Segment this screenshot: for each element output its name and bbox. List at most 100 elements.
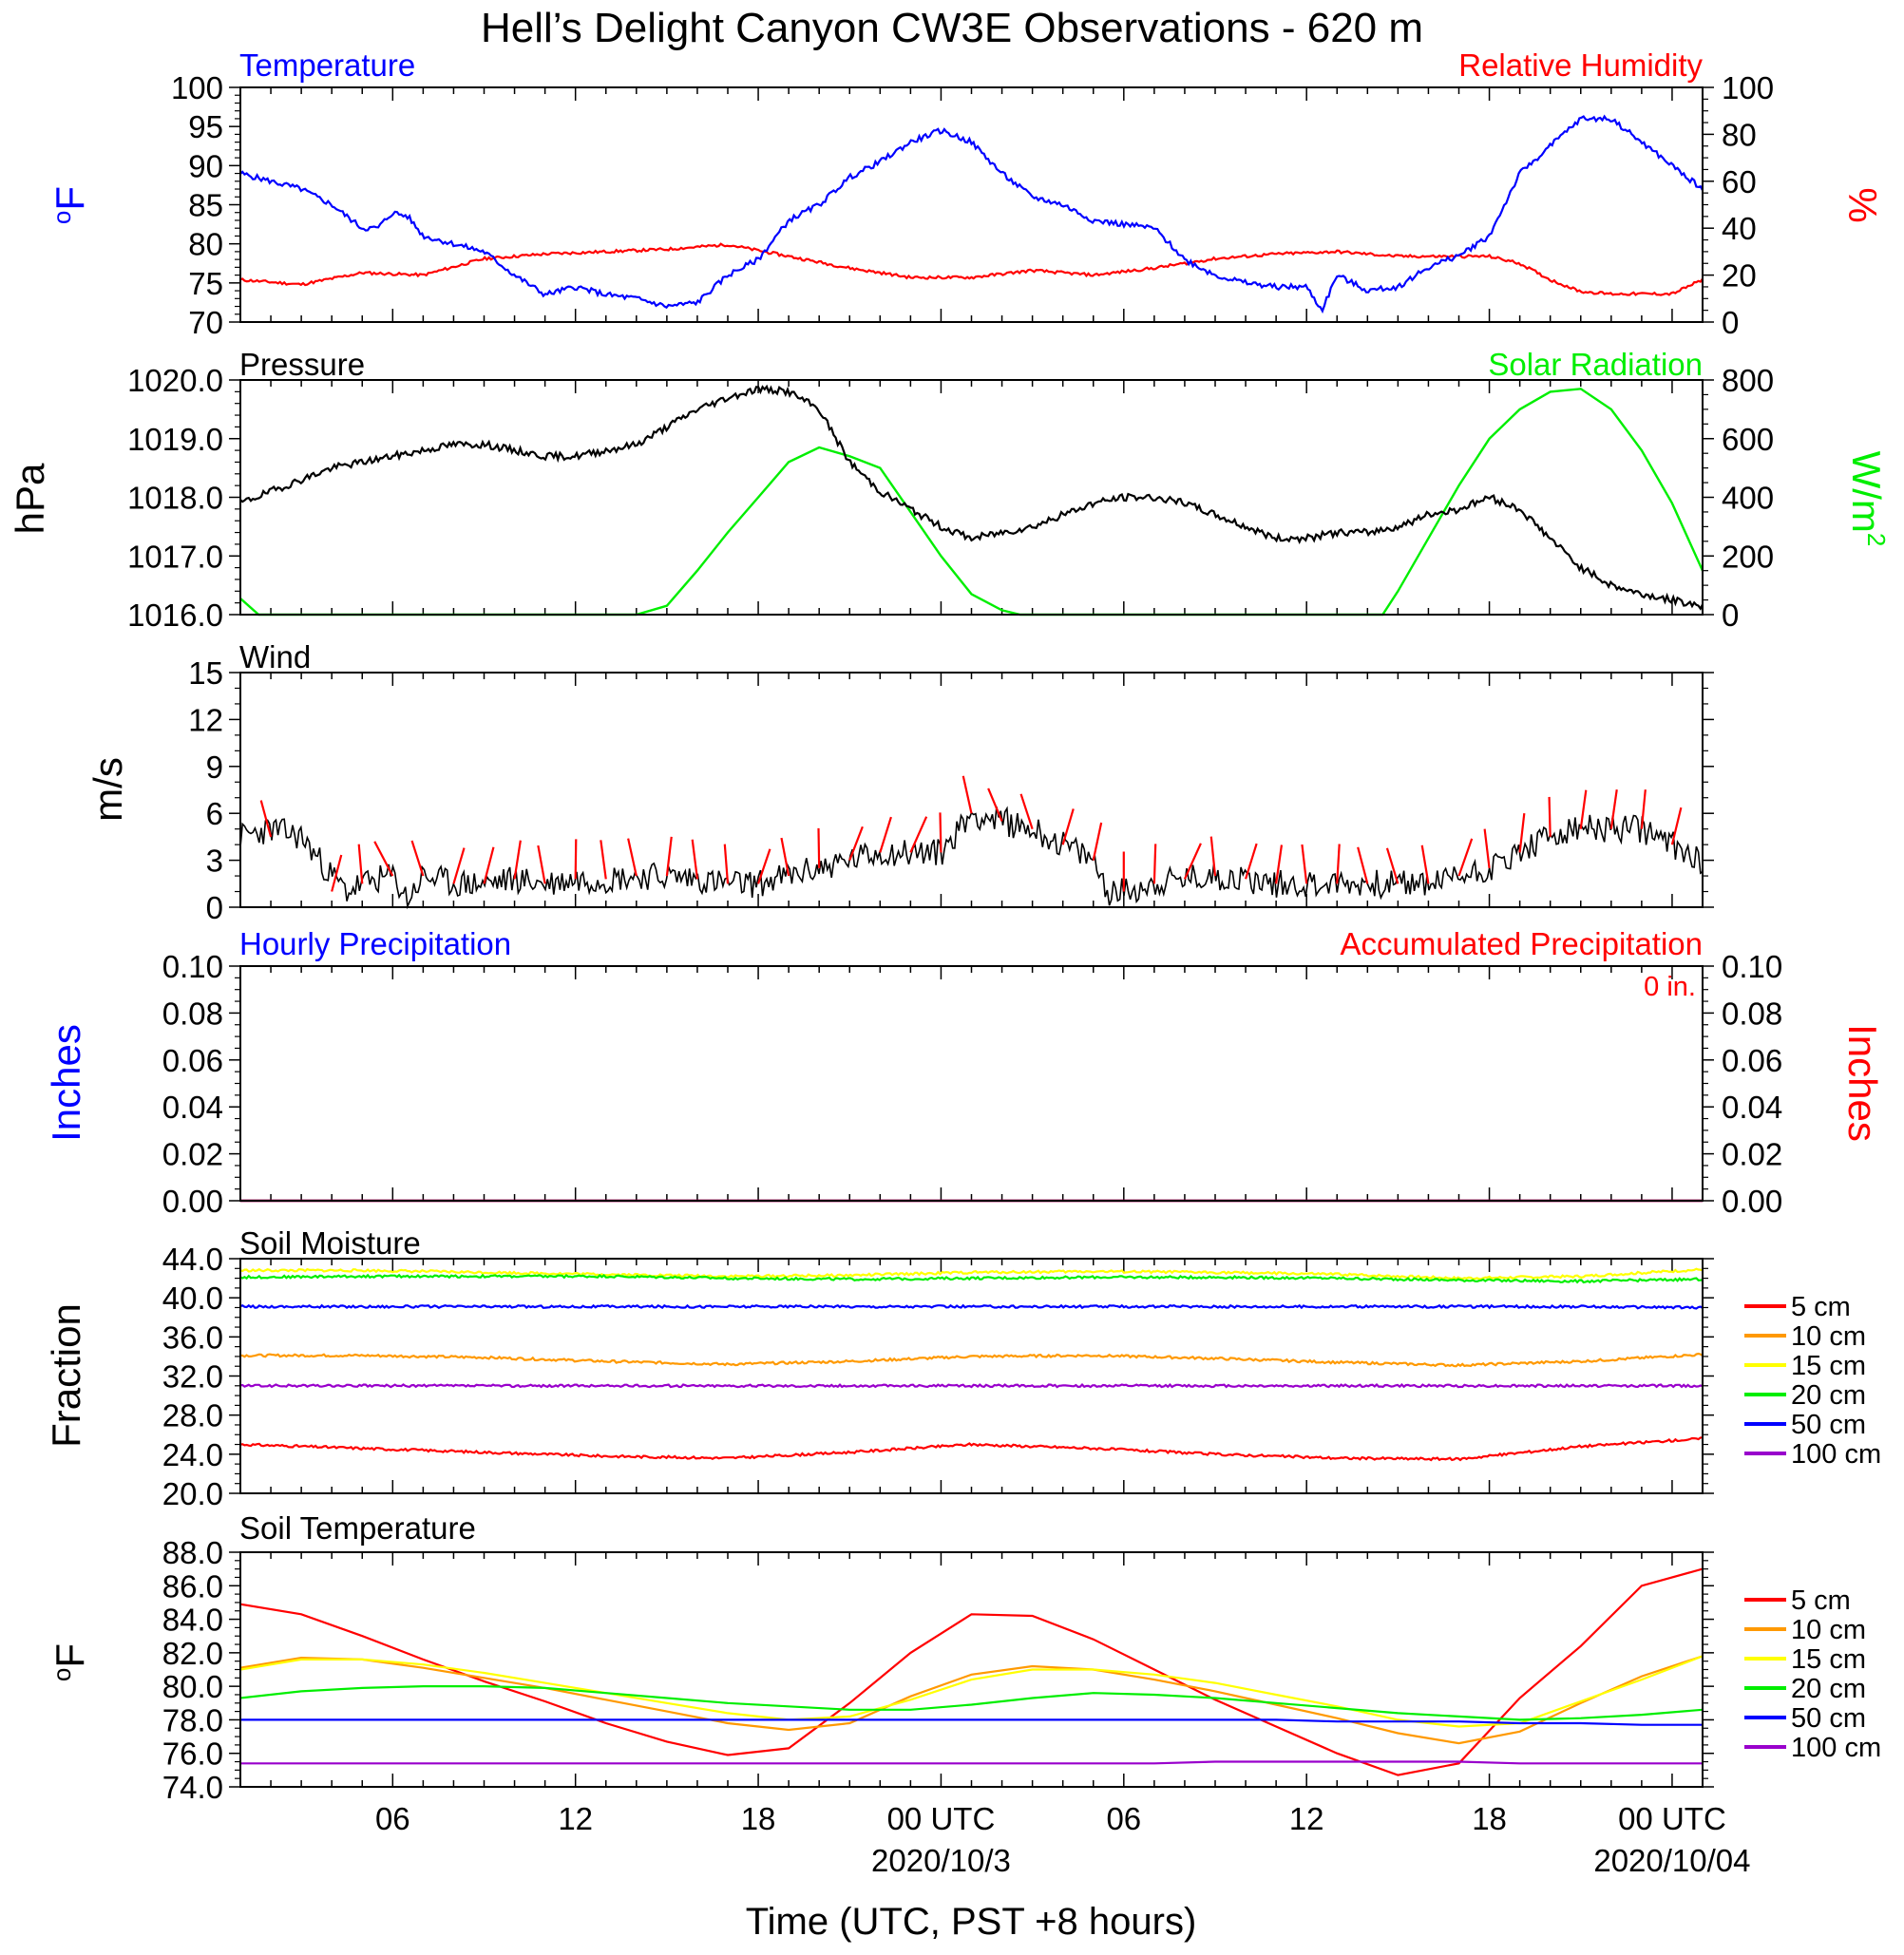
y-tick-label-left: 78.0	[162, 1702, 223, 1737]
y-tick-label-right: 0	[1722, 598, 1739, 633]
x-axis-title: Time (UTC, PST +8 hours)	[746, 1901, 1197, 1943]
time-tick-label: 12	[1289, 1801, 1324, 1836]
y-tick-label-right: 800	[1722, 363, 1774, 398]
y-tick-label-right: 80	[1722, 117, 1757, 152]
y-tick-label-left: 1019.0	[127, 422, 223, 457]
y-tick-label-left: 24.0	[162, 1437, 223, 1472]
time-tick-label: 06	[1106, 1801, 1141, 1836]
y-tick-label-left: 1020.0	[127, 363, 223, 398]
y-tick-label-right: 400	[1722, 481, 1774, 516]
time-axis-labels: 06 12 18 00 UTC 2020/10/3 06 12 18 00 UTC 2020/10…	[375, 1801, 1751, 1878]
humidity-series-line	[239, 242, 1704, 296]
wind-barb	[780, 837, 790, 877]
wind-barb	[1420, 845, 1430, 884]
date-label: 2020/10/3	[871, 1843, 1011, 1878]
y-tick-label-left: 1016.0	[127, 598, 223, 633]
y-tick-label-left: 100	[171, 70, 223, 105]
wind-barb	[848, 826, 864, 861]
svg-text:oF: oF	[48, 186, 92, 224]
legend-label: 50 cm	[1791, 1410, 1866, 1440]
soil-series-line-100cm	[240, 1760, 1703, 1765]
y-tick-label-left: 9	[206, 750, 223, 785]
y-tick-label-left: 75	[188, 266, 223, 301]
wind-barb	[357, 844, 364, 884]
wind-barb	[1609, 789, 1618, 829]
y-tick-label-left: 3	[206, 844, 223, 879]
wind-barb	[331, 854, 343, 892]
wind-barb	[1548, 796, 1552, 837]
y-tick-label-right: 0	[1722, 305, 1739, 340]
y-tick-label-left: 20.0	[162, 1476, 223, 1511]
solar-series-line	[239, 388, 1704, 617]
legend-label: 10 cm	[1791, 1321, 1866, 1352]
legend-label: 100 cm	[1791, 1439, 1881, 1470]
y-tick-label-right: 600	[1722, 422, 1774, 457]
time-tick-label: 00 UTC	[1618, 1801, 1726, 1836]
panel-precipitation: Hourly Precipitation Accumulated Precipi…	[44, 926, 1885, 1219]
degree-symbol: o	[48, 1668, 76, 1681]
wind-barb	[1518, 812, 1526, 853]
accum-precip-unit-label: Inches	[1840, 1024, 1885, 1142]
y-tick-label-left: 0.10	[162, 949, 223, 984]
solar-unit-label: W/m2	[1844, 451, 1891, 547]
wind-barb	[723, 844, 730, 884]
legend-label: 100 cm	[1791, 1733, 1881, 1763]
wind-barb	[757, 848, 771, 884]
wind-barb	[627, 838, 638, 877]
wind-plot-frame	[239, 672, 1704, 908]
wind-barb	[259, 800, 273, 838]
soil-series-line-50cm	[240, 1718, 1703, 1726]
y-tick-label-right: 40	[1722, 211, 1757, 246]
y-tick-label-left: 0.00	[162, 1184, 223, 1219]
degree-symbol: o	[48, 211, 76, 224]
y-tick-label-left: 32.0	[162, 1359, 223, 1395]
y-tick-label-left: 0.06	[162, 1043, 223, 1078]
panel-wind: Wind m/s 15 12 9 6 3 0	[86, 639, 1714, 925]
humidity-unit-label: %	[1840, 187, 1885, 222]
soil-series-line-5cm	[239, 1436, 1704, 1462]
temperature-title: Temperature	[239, 47, 415, 83]
accum-precip-total: 0 in.	[1644, 972, 1696, 1002]
wind-barb	[665, 836, 673, 877]
y-tick-label-left: 80	[188, 227, 223, 262]
y-tick-label-left: 80.0	[162, 1669, 223, 1704]
svg-text:W/m2: W/m2	[1844, 451, 1891, 547]
time-tick-label: 12	[558, 1801, 593, 1836]
unit-wm: W/m	[1844, 451, 1889, 533]
y-tick-label-right: 20	[1722, 258, 1757, 294]
y-tick-label-right: 60	[1722, 164, 1757, 199]
panel-pressure-solar: Pressure Solar Radiation hPa W/m2 1020.0…	[8, 347, 1891, 633]
hourly-precip-unit-label: Inches	[44, 1024, 88, 1142]
soil-series-line-20cm	[239, 1685, 1704, 1721]
y-tick-label-right: 0.10	[1722, 949, 1782, 984]
wind-barb	[1245, 843, 1258, 880]
legend-label: 5 cm	[1791, 1292, 1851, 1322]
soil-moisture-title: Soil Moisture	[239, 1225, 421, 1261]
panel-soil-moisture: Soil Moisture Fraction 44.040.036.032.02…	[44, 1225, 1881, 1511]
time-tick-label: 18	[741, 1801, 776, 1836]
pressure-plot-frame	[239, 379, 1704, 616]
wind-barb	[1336, 844, 1341, 884]
y-tick-label-left: 95	[188, 109, 223, 144]
wind-barb	[410, 840, 425, 877]
y-tick-label-right: 0.04	[1722, 1090, 1782, 1125]
y-tick-label-left: 85	[188, 188, 223, 223]
panel-soil-temperature: Soil Temperature oF 88.086.084.082.080.0…	[48, 1510, 1881, 1805]
wind-barb	[1483, 828, 1491, 868]
y-tick-label-left: 0	[206, 890, 223, 925]
legend-label: 15 cm	[1791, 1644, 1866, 1675]
accum-precip-title: Accumulated Precipitation	[1340, 926, 1703, 961]
y-tick-label-right: 100	[1722, 70, 1774, 105]
wind-barb	[513, 840, 522, 880]
y-tick-label-right: 0.02	[1722, 1137, 1782, 1172]
y-tick-label-left: 40.0	[162, 1281, 223, 1316]
wind-unit-label: m/s	[86, 757, 130, 822]
y-tick-label-left: 82.0	[162, 1636, 223, 1671]
soil-series-line-15cm	[239, 1655, 1704, 1728]
wind-barb	[1209, 836, 1217, 877]
wind-barb	[1092, 822, 1103, 861]
y-tick-label-left: 0.04	[162, 1090, 223, 1125]
wind-title: Wind	[239, 639, 311, 674]
precip-plot-frame	[239, 965, 1704, 1202]
humidity-title: Relative Humidity	[1458, 47, 1703, 83]
